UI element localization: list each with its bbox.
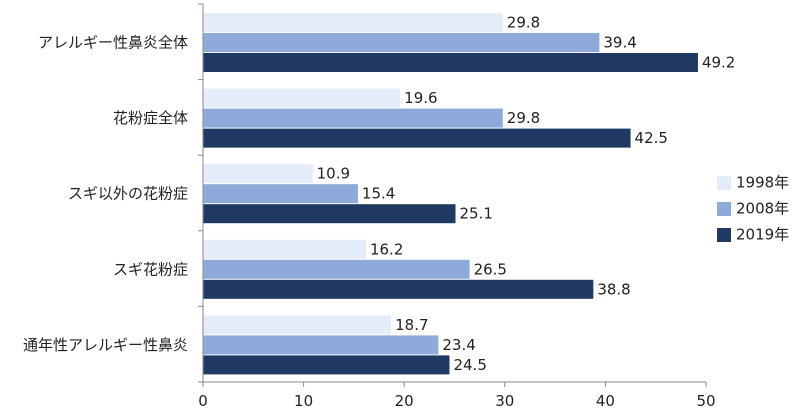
legend-label: 2019年: [736, 226, 789, 244]
bar: [203, 259, 470, 279]
bar: [203, 239, 366, 259]
bar: [203, 164, 313, 184]
data-label: 26.5: [474, 260, 507, 278]
x-tick-label: 30: [495, 392, 514, 410]
category-label: スギ花粉症: [113, 260, 188, 278]
data-label: 39.4: [603, 34, 636, 52]
category-label: 花粉症全体: [113, 109, 188, 127]
legend: 1998年 2008年 2019年: [717, 174, 789, 244]
bar: [203, 53, 698, 72]
data-label: 49.2: [702, 54, 735, 72]
data-label: 42.5: [635, 129, 668, 147]
data-labels: 29.8 39.4 49.2 19.6 29.8 42.5 10.9 15.4 25.1 16.2…: [317, 14, 736, 374]
bar: [203, 204, 456, 224]
legend-swatch: [717, 176, 731, 190]
x-tick-label: 50: [696, 392, 715, 410]
bar: [203, 335, 439, 355]
category-label: スギ以外の花粉症: [68, 185, 188, 203]
legend-label: 2008年: [736, 200, 789, 218]
legend-swatch: [717, 202, 731, 216]
x-tick-label: 20: [395, 392, 414, 410]
data-label: 24.5: [453, 356, 486, 374]
data-label: 16.2: [370, 240, 403, 258]
legend-swatch: [717, 228, 731, 242]
bar: [203, 33, 600, 52]
bar: [203, 355, 450, 375]
data-label: 18.7: [395, 316, 428, 334]
category-label: アレルギー性鼻炎全体: [38, 34, 188, 52]
bar: [203, 315, 392, 335]
data-label: 10.9: [317, 165, 350, 183]
bar: [203, 184, 358, 204]
x-tick-label: 0: [198, 392, 208, 410]
bar: [203, 13, 503, 32]
x-tick-label: 10: [294, 392, 313, 410]
data-label: 19.6: [404, 89, 437, 107]
bar: [203, 88, 401, 108]
data-label: 29.8: [507, 14, 540, 32]
bar: [203, 108, 503, 128]
bars: [203, 13, 698, 375]
data-label: 23.4: [442, 336, 475, 354]
x-tick-label: 40: [596, 392, 615, 410]
axes: 0 10 20 30 40 50: [198, 3, 716, 410]
data-label: 38.8: [597, 280, 630, 298]
data-label: 15.4: [362, 185, 395, 203]
category-label: 通年性アレルギー性鼻炎: [23, 336, 188, 354]
data-label: 29.8: [507, 109, 540, 127]
legend-label: 1998年: [736, 174, 789, 192]
data-label: 25.1: [460, 205, 493, 223]
bar: [203, 279, 594, 299]
bar: [203, 128, 631, 148]
